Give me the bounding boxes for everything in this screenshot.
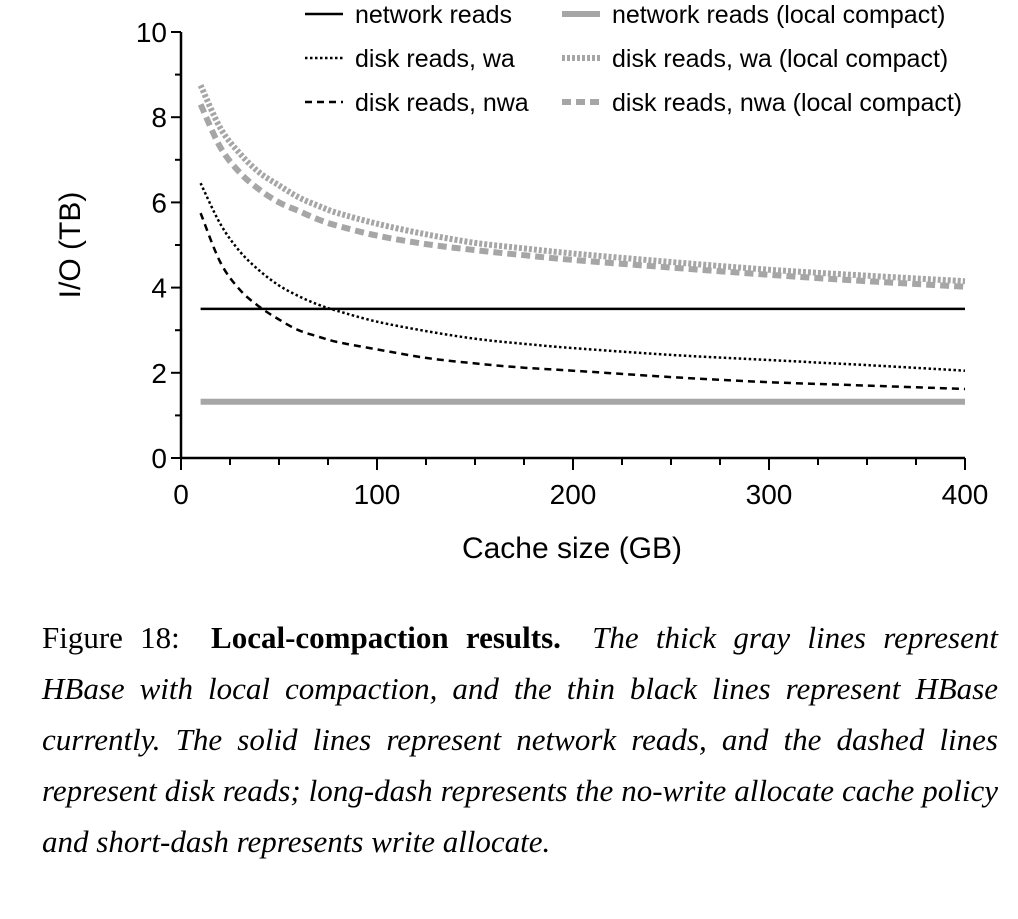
- figure-text: The thick gray lines represent HBase wit…: [42, 620, 998, 859]
- y-tick-label: 6: [151, 187, 167, 218]
- legend-label: disk reads, nwa: [355, 89, 529, 117]
- figure-caption: Figure 18: Local-compaction results. The…: [42, 612, 998, 867]
- legend-label: disk reads, wa (local compact): [612, 45, 948, 73]
- x-tick-label: 200: [550, 479, 597, 510]
- x-tick-label: 300: [746, 479, 793, 510]
- legend-label: disk reads, wa: [355, 45, 515, 73]
- x-tick-label: 0: [173, 479, 189, 510]
- series-line-5: [197, 84, 966, 285]
- x-axis-label: Cache size (GB): [462, 532, 682, 565]
- series-layer: [197, 84, 966, 405]
- y-tick-label: 8: [151, 102, 167, 133]
- y-tick-label: 2: [151, 358, 167, 389]
- legend-label: network reads (local compact): [612, 1, 945, 29]
- series-line-3: [199, 212, 966, 391]
- y-tick-label: 10: [136, 17, 167, 48]
- legend: network reads disk reads, wa disk reads, n…: [305, 1, 962, 117]
- x-tick-label: 400: [942, 479, 989, 510]
- figure-label: Figure 18:: [42, 620, 180, 655]
- y-axis-label: I/O (TB): [54, 192, 87, 299]
- series-line-2: [199, 182, 966, 372]
- x-tick-label: 100: [354, 479, 401, 510]
- legend-label: network reads: [355, 1, 512, 29]
- y-tick-label: 4: [151, 273, 167, 304]
- y-tick-label: 0: [151, 443, 167, 474]
- series-line-6: [197, 103, 966, 290]
- legend-label: disk reads, nwa (local compact): [612, 89, 962, 117]
- figure-title: Local-compaction results.: [211, 620, 561, 655]
